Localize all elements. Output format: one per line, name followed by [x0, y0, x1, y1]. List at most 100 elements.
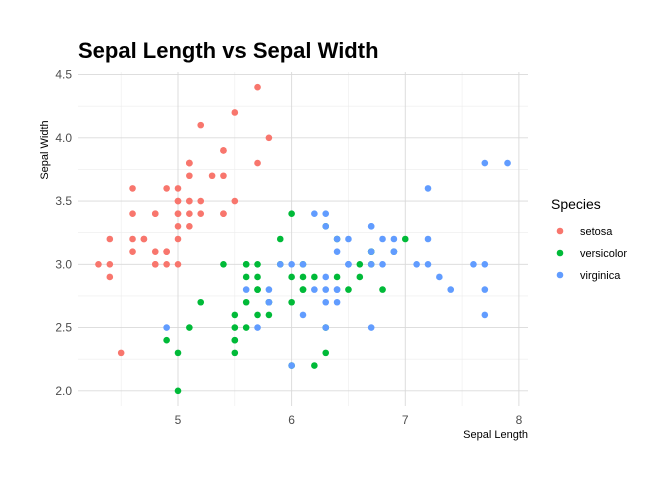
data-point-versicolor — [254, 286, 261, 293]
data-point-versicolor — [174, 387, 182, 395]
data-point-setosa — [197, 210, 205, 217]
legend-key-virginica — [556, 271, 564, 279]
data-point-virginica — [242, 286, 250, 293]
data-point-versicolor — [345, 286, 352, 293]
data-point-setosa — [186, 210, 193, 217]
data-point-versicolor — [231, 349, 239, 357]
data-point-virginica — [276, 261, 284, 268]
series-versicolor — [163, 210, 409, 395]
data-point-setosa — [220, 210, 227, 217]
data-point-setosa — [174, 197, 182, 205]
data-point-versicolor — [231, 311, 239, 319]
data-point-virginica — [424, 235, 432, 243]
data-point-virginica — [481, 286, 489, 293]
data-point-setosa — [106, 261, 114, 268]
data-point-setosa — [254, 83, 261, 91]
data-point-versicolor — [231, 336, 239, 344]
data-point-setosa — [186, 159, 193, 167]
data-point-virginica — [345, 261, 352, 268]
data-point-virginica — [367, 248, 375, 255]
data-point-virginica — [481, 311, 489, 319]
data-point-virginica — [322, 223, 330, 230]
series-setosa — [95, 83, 273, 357]
data-point-versicolor — [401, 235, 409, 243]
chart-title: Sepal Length vs Sepal Width — [78, 38, 379, 63]
data-point-virginica — [333, 298, 341, 306]
data-point-versicolor — [242, 273, 250, 281]
data-point-setosa — [129, 210, 136, 217]
data-point-versicolor — [322, 349, 330, 357]
data-point-virginica — [299, 311, 307, 319]
data-point-setosa — [231, 197, 239, 205]
data-point-virginica — [322, 286, 330, 293]
data-point-versicolor — [242, 324, 250, 331]
y-axis-ticks: 2.0 2.5 3.0 3.5 4.0 4.5 — [55, 68, 72, 398]
data-point-virginica — [322, 210, 330, 217]
legend-key-setosa — [556, 227, 564, 235]
data-point-virginica — [424, 261, 432, 268]
data-point-virginica — [390, 248, 398, 255]
data-point-setosa — [163, 248, 170, 255]
data-point-virginica — [288, 362, 295, 369]
data-point-setosa — [106, 273, 114, 281]
data-point-virginica — [322, 273, 330, 281]
data-point-virginica — [481, 261, 489, 268]
data-point-virginica — [333, 248, 341, 255]
y-tick-label: 3.5 — [55, 194, 72, 208]
data-point-versicolor — [265, 311, 273, 319]
x-axis-title: Sepal Length — [463, 429, 528, 441]
data-point-virginica — [333, 235, 341, 243]
data-point-virginica — [379, 235, 386, 243]
data-point-versicolor — [231, 324, 239, 331]
y-axis-title: Sepal Width — [39, 120, 51, 179]
data-point-setosa — [174, 210, 182, 217]
data-point-versicolor — [254, 311, 261, 319]
x-tick-label: 8 — [516, 413, 523, 427]
data-point-virginica — [311, 210, 318, 217]
data-point-setosa — [163, 185, 170, 192]
data-point-setosa — [174, 185, 182, 192]
data-point-setosa — [208, 172, 216, 180]
data-point-versicolor — [163, 336, 170, 344]
y-tick-label: 4.0 — [55, 131, 72, 145]
y-tick-label: 4.5 — [55, 68, 72, 82]
data-point-setosa — [197, 121, 205, 129]
data-point-versicolor — [311, 362, 318, 369]
data-point-setosa — [129, 185, 136, 192]
data-point-versicolor — [311, 273, 318, 281]
data-point-setosa — [174, 223, 182, 230]
data-point-virginica — [163, 324, 170, 331]
data-point-virginica — [367, 324, 375, 331]
data-point-virginica — [424, 185, 432, 192]
data-point-setosa — [140, 235, 148, 243]
data-point-versicolor — [288, 210, 295, 217]
data-point-versicolor — [299, 286, 307, 293]
data-point-virginica — [470, 261, 477, 268]
data-point-virginica — [333, 286, 341, 293]
data-point-setosa — [106, 235, 114, 243]
data-point-setosa — [174, 235, 182, 243]
x-axis-ticks: 5 6 7 8 — [175, 413, 523, 427]
legend: Species setosa versicolor virginica — [551, 196, 627, 282]
data-point-virginica — [379, 261, 386, 268]
data-point-virginica — [288, 261, 295, 268]
series-virginica — [163, 159, 511, 369]
data-point-versicolor — [379, 286, 386, 293]
data-point-setosa — [254, 159, 261, 167]
data-point-setosa — [186, 223, 193, 230]
data-point-virginica — [299, 261, 307, 268]
data-point-virginica — [447, 286, 455, 293]
data-point-setosa — [151, 210, 159, 217]
data-point-setosa — [117, 349, 125, 357]
data-point-virginica — [367, 223, 375, 230]
data-point-virginica — [322, 324, 330, 331]
y-tick-label: 2.5 — [55, 321, 72, 335]
data-point-setosa — [174, 261, 182, 268]
data-points — [95, 83, 511, 395]
y-tick-label: 2.0 — [55, 384, 72, 398]
data-point-versicolor — [242, 261, 250, 268]
data-point-versicolor — [356, 261, 364, 268]
data-point-versicolor — [242, 298, 250, 306]
data-point-versicolor — [333, 273, 341, 281]
data-point-versicolor — [186, 324, 193, 331]
